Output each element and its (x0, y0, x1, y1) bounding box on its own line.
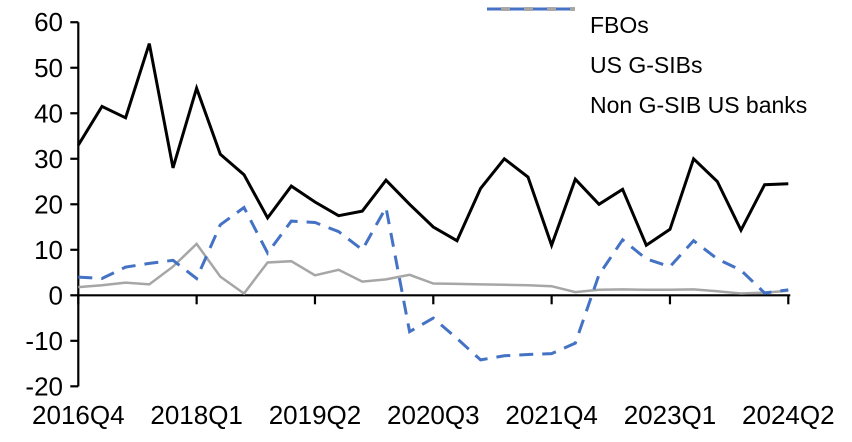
legend-line-fbos-icon (487, 7, 575, 29)
legend-item-us-gsibs: US G-SIBs (487, 7, 807, 85)
x-tick-label: 2019Q2 (269, 400, 362, 430)
legend-label-non-gsib: Non G-SIB US banks (590, 91, 808, 118)
legend-item-non-gsib: Non G-SIB US banks (487, 7, 808, 125)
x-tick-label: 2023Q1 (624, 400, 717, 430)
legend-label-fbos: FBOs (590, 11, 649, 38)
legend-line-us-gsibs-icon (487, 7, 575, 69)
series-line-fbos (77, 43, 789, 250)
legend-label-us-gsibs: US G-SIBs (590, 51, 703, 78)
y-tick-label: 30 (34, 144, 63, 174)
x-tick-label: 2020Q3 (387, 400, 480, 430)
y-tick-label: -10 (25, 326, 63, 356)
legend-line-non-gsib-icon (487, 7, 575, 109)
y-tick-label: 50 (34, 53, 63, 83)
series-line-us-g-sibs (78, 242, 789, 296)
x-tick-label: 2024Q2 (742, 400, 835, 430)
x-tick-label: 2021Q4 (505, 400, 598, 430)
series-line-non-g-sib-us-banks (78, 203, 789, 362)
y-tick-label: 60 (34, 7, 63, 37)
y-tick-label: 10 (34, 235, 63, 265)
y-tick-label: 40 (34, 98, 63, 128)
x-tick-label: 2016Q4 (32, 400, 125, 430)
y-tick-label: 0 (49, 280, 63, 310)
y-tick-label: 20 (34, 189, 63, 219)
legend: FBOs US G-SIBs Non G-SIB US banks (487, 5, 807, 125)
y-tick-label: -20 (25, 371, 63, 401)
x-tick-label: 2018Q1 (150, 400, 243, 430)
legend-swatch-line (487, 7, 575, 11)
